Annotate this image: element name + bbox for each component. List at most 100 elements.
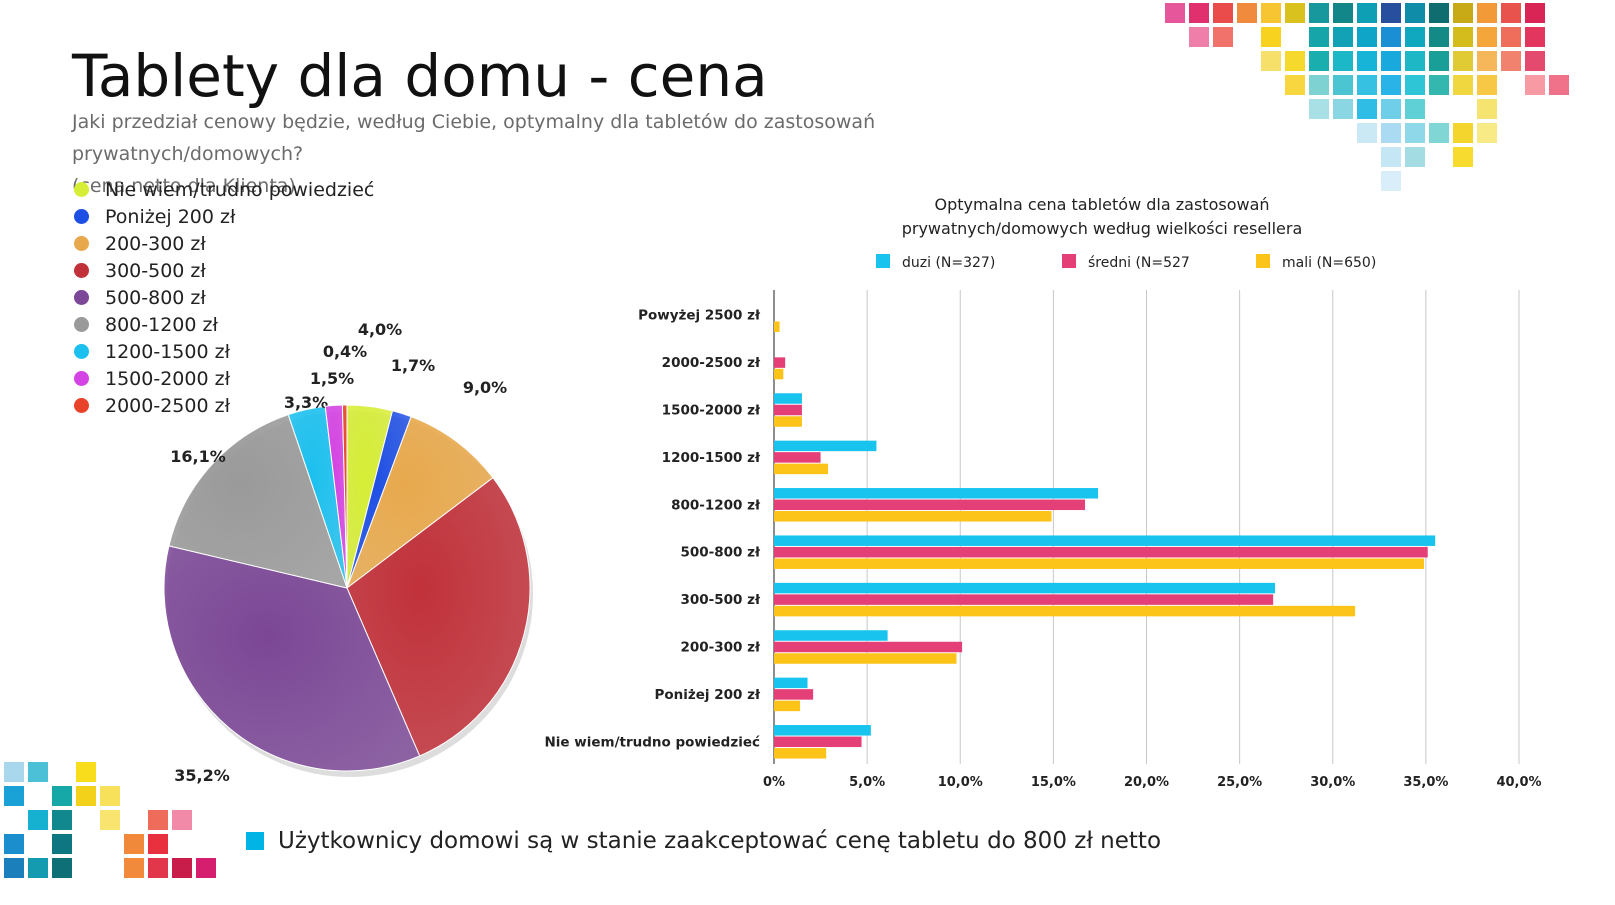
legend-item: 500-800 zł <box>74 284 374 311</box>
legend-item: 1500-2000 zł <box>74 365 374 392</box>
bar <box>774 499 1086 511</box>
mosaic-tile <box>1357 27 1377 47</box>
footer-note: Użytkownicy domowi są w stanie zaakcepto… <box>246 828 1161 854</box>
mosaic-tile <box>1429 27 1449 47</box>
mosaic-tile <box>1525 75 1545 95</box>
subtitle-note: (cena netto dla Klienta) <box>72 175 296 197</box>
mosaic-tile <box>4 834 24 854</box>
pie-data-label: 4,0% <box>358 320 402 339</box>
legend-swatch <box>74 236 89 251</box>
mosaic-tile <box>1285 51 1305 71</box>
y-category-label: 1200-1500 zł <box>662 450 761 466</box>
pie-data-label: 3,3% <box>284 393 328 412</box>
bar <box>774 725 871 736</box>
mosaic-tile <box>28 810 48 830</box>
bar <box>774 321 780 332</box>
bar <box>774 736 862 748</box>
mosaic-tile <box>1357 123 1377 143</box>
mosaic-tile <box>1357 3 1377 23</box>
pie-legend: Nie wiem/trudno powiedzieć Poniżej 200 zł… <box>74 176 374 419</box>
mosaic-tile <box>1357 75 1377 95</box>
mosaic-tile <box>1285 3 1305 23</box>
mosaic-tile <box>1405 75 1425 95</box>
mosaic-tile <box>1405 51 1425 71</box>
legend-item: 800-1200 zł <box>74 311 374 338</box>
legend-label: 300-500 zł <box>105 259 206 282</box>
mosaic-tile <box>1429 123 1449 143</box>
mosaic-tile <box>1333 75 1353 95</box>
x-tick-label: 20,0% <box>1124 775 1169 790</box>
mosaic-tile <box>1333 99 1353 119</box>
legend-swatch <box>74 317 89 332</box>
y-category-label: 800-1200 zł <box>671 497 761 513</box>
bar <box>774 463 829 475</box>
pie-chart: 4,0% 1,7% 9,0% 28,8% 35,2% 16,1% 3,3% 1,5% 0,4% <box>163 320 570 785</box>
mosaic-tile <box>76 762 96 782</box>
bar <box>774 404 802 416</box>
mosaic-tile <box>52 810 72 830</box>
legend-swatch <box>74 371 89 386</box>
mosaic-tile <box>4 762 24 782</box>
mosaic-tile <box>148 810 168 830</box>
mosaic-tile <box>1477 99 1497 119</box>
bar <box>774 357 786 368</box>
bar <box>774 700 801 712</box>
mosaic-tile <box>100 810 120 830</box>
mosaic-tile <box>172 858 192 878</box>
legend-item: 300-500 zł <box>74 257 374 284</box>
pie-data-label: 35,2% <box>174 766 230 785</box>
mosaic-tile <box>28 762 48 782</box>
bullet-square-icon <box>246 832 264 850</box>
mosaic-tile <box>1549 75 1569 95</box>
pie-slice <box>341 404 348 589</box>
mosaic-tile <box>4 786 24 806</box>
mosaic-tile <box>1165 3 1185 23</box>
mosaic-tile <box>1189 3 1209 23</box>
y-category-label: 500-800 zł <box>680 545 761 561</box>
mosaic-tile <box>1429 75 1449 95</box>
mosaic-tile <box>1501 3 1521 23</box>
legend-label: 800-1200 zł <box>105 313 218 336</box>
mosaic-tile <box>196 858 216 878</box>
mosaic-tile <box>1405 27 1425 47</box>
mosaic-tile <box>1405 99 1425 119</box>
bar <box>774 594 1274 605</box>
mosaic-tile <box>1285 75 1305 95</box>
mosaic-tile <box>148 858 168 878</box>
legend-label: Poniżej 200 zł <box>105 205 236 228</box>
legend-item: Nie wiem/trudno powiedzieć <box>74 176 374 203</box>
legend-item: 2000-2500 zł <box>74 392 374 419</box>
mosaic-tile <box>1405 3 1425 23</box>
mosaic-tile <box>1357 51 1377 71</box>
mosaic-tile <box>52 786 72 806</box>
bar <box>774 546 1428 558</box>
y-category-label: 2000-2500 zł <box>662 355 761 371</box>
mosaic-tile <box>52 858 72 878</box>
mosaic-tile <box>148 834 168 854</box>
x-tick-label: 40,0% <box>1496 775 1541 790</box>
mosaic-tile <box>1453 147 1473 167</box>
y-category-label: Nie wiem/trudno powiedzieć <box>544 734 760 750</box>
mosaic-tile <box>1453 51 1473 71</box>
legend-swatch <box>74 209 89 224</box>
bar <box>774 641 963 653</box>
legend-label: 200-300 zł <box>105 232 206 255</box>
page-title: Tablety dla domu - cena <box>72 42 768 110</box>
mosaic-tile <box>1333 3 1353 23</box>
legend-label: 1500-2000 zł <box>105 367 230 390</box>
legend-label: 1200-1500 zł <box>105 340 230 363</box>
y-category-label: Powyżej 2500 zł <box>638 308 761 324</box>
bar <box>774 535 1436 546</box>
x-tick-label: 0% <box>763 775 785 790</box>
bar <box>774 653 957 664</box>
mosaic-tile <box>1213 27 1233 47</box>
mosaic-tile <box>1501 27 1521 47</box>
bar <box>774 416 802 427</box>
legend-swatch <box>74 344 89 359</box>
mosaic-tile <box>124 858 144 878</box>
pie-data-label: 0,4% <box>323 342 367 361</box>
bar-legend-label: średni (N=527 <box>1088 255 1190 271</box>
x-tick-label: 35,0% <box>1403 775 1448 790</box>
legend-swatch <box>74 398 89 413</box>
legend-item: 200-300 zł <box>74 230 374 257</box>
